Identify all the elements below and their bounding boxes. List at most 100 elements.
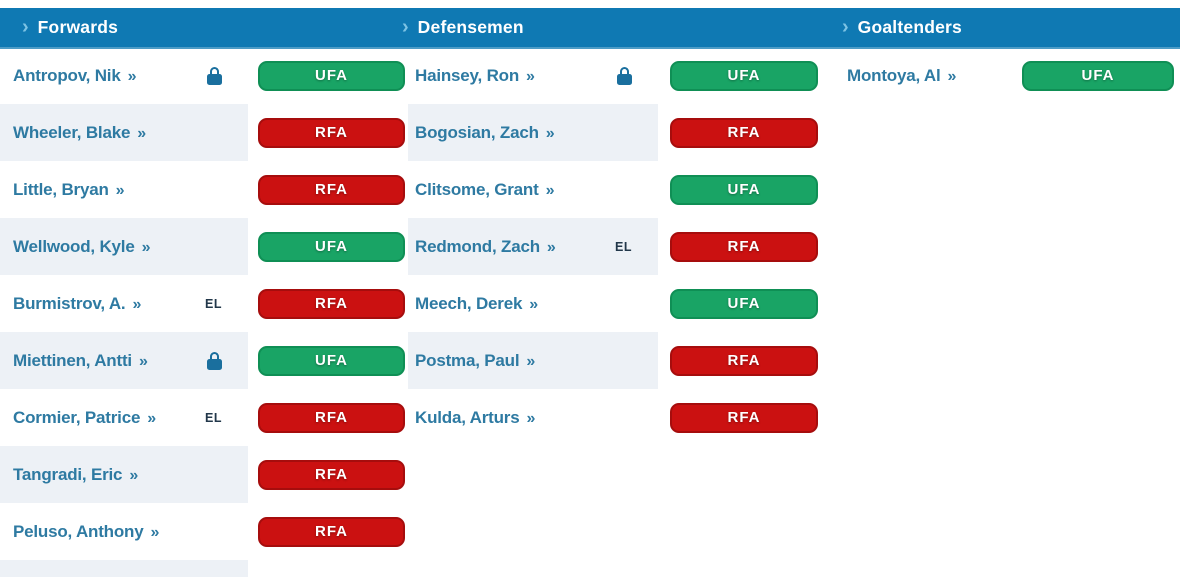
player-row: Hainsey, Ron » UFA (408, 47, 820, 104)
status-badge[interactable]: RFA (258, 459, 405, 490)
player-name: Little, Bryan (13, 179, 109, 199)
player-name-cell: Antropov, Nik » (0, 47, 248, 104)
column-forwards: Antropov, Nik » UFA Wheeler, Blake » RFA… (0, 47, 405, 577)
player-row: Wheeler, Blake » RFA (0, 104, 405, 161)
double-arrow-icon: » (526, 67, 535, 85)
chevron-right-icon: › (402, 15, 409, 38)
player-name: Postma, Paul (415, 350, 520, 370)
player-name-link[interactable]: Hainsey, Ron » (415, 66, 535, 86)
section-header-goaltenders[interactable]: › Goaltenders (842, 8, 962, 47)
player-name: Burmistrov, A. (13, 293, 126, 313)
player-name-link[interactable]: Wellwood, Kyle » (13, 237, 150, 257)
player-row: Postma, Paul » RFA (408, 332, 820, 389)
player-row: Miettinen, Antti » UFA (0, 332, 405, 389)
player-name-cell: Miettinen, Antti » (0, 332, 248, 389)
status-badge[interactable]: RFA (258, 402, 405, 433)
section-title-forwards: Forwards (37, 17, 119, 37)
column-goaltenders: Montoya, Al » UFA (845, 47, 1180, 104)
status-badge[interactable]: UFA (258, 60, 405, 91)
double-arrow-icon: » (132, 295, 142, 313)
player-name: Wellwood, Kyle (13, 236, 135, 256)
status-badge[interactable]: RFA (258, 516, 405, 547)
double-arrow-icon: » (947, 67, 957, 85)
player-name: Meech, Derek (415, 293, 523, 313)
player-name-link[interactable]: Burmistrov, A. » (13, 294, 141, 314)
player-row: Antropov, Nik » UFA (0, 47, 405, 104)
player-name-link[interactable]: Postma, Paul » (415, 351, 535, 371)
player-name-cell: Hainsey, Ron » (408, 47, 658, 104)
player-name-cell: Montoya, Al » (845, 47, 1022, 104)
player-name-link[interactable]: Montoya, Al » (847, 66, 956, 86)
player-row: Meech, Derek » UFA (408, 275, 820, 332)
section-header-forwards[interactable]: › Forwards (22, 8, 118, 47)
player-name-link[interactable]: Meech, Derek » (415, 294, 538, 314)
lock-icon (207, 351, 222, 370)
player-name-cell: Kulda, Arturs » (408, 389, 658, 446)
section-header-defensemen[interactable]: › Defensemen (402, 8, 524, 47)
player-meta (617, 66, 632, 85)
status-badge[interactable]: RFA (670, 345, 818, 376)
player-name-cell: Redmond, Zach » EL (408, 218, 658, 275)
player-name-link[interactable]: Kulda, Arturs » (415, 408, 535, 428)
player-row: Little, Bryan » RFA (0, 161, 405, 218)
status-badge[interactable]: UFA (258, 231, 405, 262)
player-name-link[interactable]: Antropov, Nik » (13, 66, 137, 86)
player-name-cell: Bogosian, Zach » (408, 104, 658, 161)
status-badge[interactable]: RFA (258, 117, 405, 148)
player-row: Redmond, Zach » EL RFA (408, 218, 820, 275)
section-title-goaltenders: Goaltenders (857, 17, 962, 37)
player-name-link[interactable]: Peluso, Anthony » (13, 522, 159, 542)
double-arrow-icon: » (115, 181, 125, 199)
player-name-link[interactable]: Redmond, Zach » (415, 237, 556, 257)
player-row: Tangradi, Eric » RFA (0, 446, 405, 503)
player-row: Clitsome, Grant » UFA (408, 161, 820, 218)
double-arrow-icon: » (137, 124, 147, 142)
player-name-link[interactable]: Clitsome, Grant » (415, 180, 555, 200)
player-name: Miettinen, Antti (13, 350, 132, 370)
player-meta: EL (205, 297, 222, 311)
player-meta: EL (615, 240, 632, 254)
player-name-link[interactable]: Bogosian, Zach » (415, 123, 555, 143)
status-badge[interactable]: RFA (670, 402, 818, 433)
player-name: Tangradi, Eric (13, 464, 123, 484)
status-badge[interactable]: RFA (670, 231, 818, 262)
player-name-link[interactable]: Little, Bryan » (13, 180, 125, 200)
player-name-cell: Wheeler, Blake » (0, 104, 248, 161)
player-name-cell: Wellwood, Kyle » (0, 218, 248, 275)
status-badge[interactable]: UFA (1022, 60, 1174, 91)
player-row: Kulda, Arturs » RFA (408, 389, 820, 446)
status-badge[interactable]: UFA (670, 288, 818, 319)
player-name-cell: Little, Bryan » (0, 161, 248, 218)
player-row: Peluso, Anthony » RFA (0, 503, 405, 560)
status-badge[interactable]: RFA (258, 174, 405, 205)
column-defensemen: Hainsey, Ron » UFA Bogosian, Zach » RFA … (408, 47, 820, 446)
player-name-cell: Peluso, Anthony » (0, 503, 248, 560)
player-name: Montoya, Al (847, 65, 941, 85)
lock-icon (617, 66, 632, 85)
entry-level-badge: EL (205, 410, 222, 425)
player-name-link[interactable]: Tangradi, Eric » (13, 465, 138, 485)
status-badge[interactable]: UFA (670, 174, 818, 205)
player-name-link[interactable]: Wheeler, Blake » (13, 123, 146, 143)
player-meta (207, 66, 222, 85)
status-badge[interactable]: RFA (670, 117, 818, 148)
entry-level-badge: EL (615, 239, 632, 254)
player-name: Redmond, Zach (415, 236, 540, 256)
player-name-cell: Clitsome, Grant » (408, 161, 658, 218)
player-name: Wheeler, Blake (13, 122, 131, 142)
player-name: Bogosian, Zach (415, 122, 539, 142)
player-name: Antropov, Nik (13, 65, 121, 85)
status-badge[interactable]: UFA (258, 345, 405, 376)
section-title-defensemen: Defensemen (417, 17, 524, 37)
double-arrow-icon: » (129, 466, 139, 484)
player-name: Peluso, Anthony (13, 521, 144, 541)
chevron-right-icon: › (842, 15, 849, 38)
lock-icon (207, 66, 222, 85)
player-row: Montoya, Al » UFA (845, 47, 1180, 104)
status-badge[interactable]: RFA (258, 288, 405, 319)
player-name-cell: Burmistrov, A. » EL (0, 275, 248, 332)
player-name-link[interactable]: Miettinen, Antti » (13, 351, 148, 371)
player-name-link[interactable]: Cormier, Patrice » (13, 408, 156, 428)
status-badge[interactable]: UFA (670, 60, 818, 91)
